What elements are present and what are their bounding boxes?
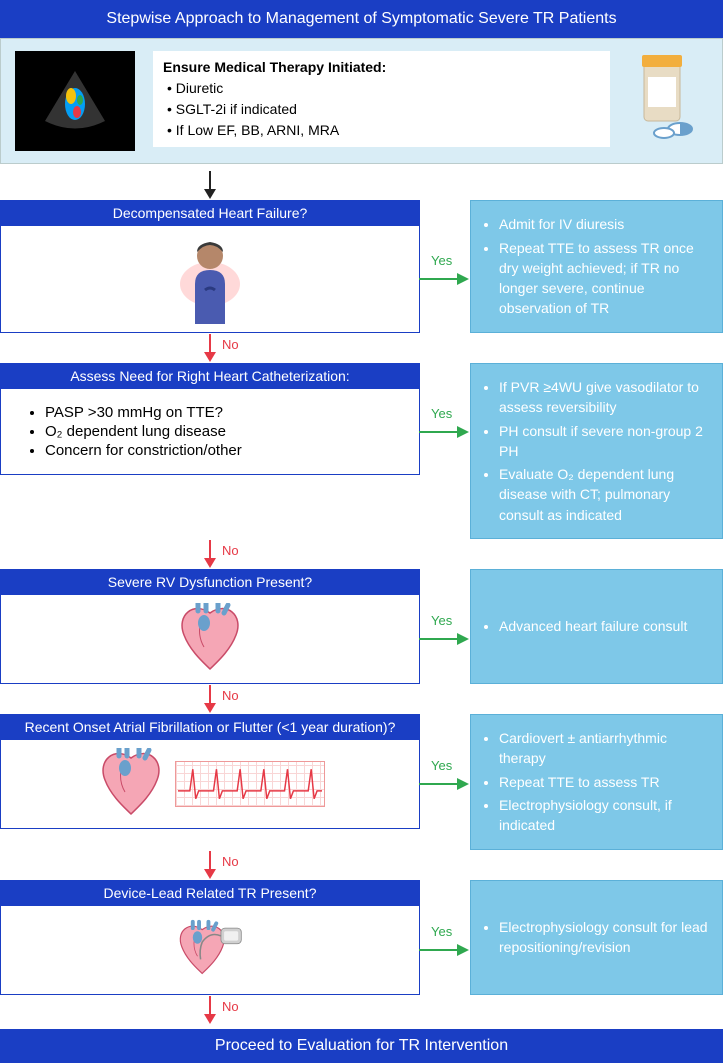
- decision-item: PASP >30 mmHg on TTE?: [45, 404, 242, 421]
- no-label: No: [222, 543, 239, 558]
- heart-icon: [174, 603, 246, 675]
- no-label: No: [222, 999, 239, 1014]
- arrow-down-icon: No: [0, 995, 420, 1025]
- footer-bar: Proceed to Evaluation for TR Interventio…: [0, 1029, 723, 1063]
- page-title: Stepwise Approach to Management of Sympt…: [0, 0, 723, 38]
- arrow-right-icon: Yes: [419, 424, 469, 440]
- arrow-down-icon: [0, 170, 420, 200]
- decision-item: O₂ dependent lung disease: [45, 423, 242, 440]
- result-item: PH consult if severe non-group 2 PH: [499, 421, 710, 462]
- ecg-icon: [175, 761, 325, 807]
- arrow-down-icon: No: [0, 850, 420, 880]
- decision-body: Yes: [0, 906, 420, 995]
- arrow-right-icon: Yes: [419, 942, 469, 958]
- pill-bottle-icon: [628, 51, 708, 141]
- result-item: If PVR ≥4WU give vasodilator to assess r…: [499, 377, 710, 418]
- arrow-down-icon: No: [0, 684, 420, 714]
- yes-label: Yes: [431, 758, 452, 773]
- heart-device-icon: [174, 914, 246, 986]
- decision-head: Assess Need for Right Heart Catheterizat…: [0, 363, 420, 389]
- arrow-right-icon: Yes: [419, 271, 469, 287]
- decision-body: Yes: [0, 595, 420, 684]
- no-label: No: [222, 337, 239, 352]
- intro-item: • Diuretic: [167, 78, 600, 99]
- intro-item: • If Low EF, BB, ARNI, MRA: [167, 120, 600, 141]
- decision-head: Decompensated Heart Failure?: [0, 200, 420, 226]
- result-box: Admit for IV diuresis Repeat TTE to asses…: [470, 200, 723, 333]
- result-box: Electrophysiology consult for lead repos…: [470, 880, 723, 995]
- result-item: Electrophysiology consult, if indicated: [499, 795, 710, 836]
- arrow-right-icon: Yes: [419, 776, 469, 792]
- result-box: Advanced heart failure consult: [470, 569, 723, 684]
- arrow-down-icon: No: [0, 539, 420, 569]
- decision-item: Concern for constriction/other: [45, 442, 242, 459]
- intro-panel: Ensure Medical Therapy Initiated: • Diur…: [0, 38, 723, 164]
- yes-label: Yes: [431, 613, 452, 628]
- decision-head: Device-Lead Related TR Present?: [0, 880, 420, 906]
- patient-icon: [175, 234, 245, 324]
- result-item: Repeat TTE to assess TR once dry weight …: [499, 238, 710, 319]
- intro-heading: Ensure Medical Therapy Initiated:: [163, 57, 600, 78]
- intro-text: Ensure Medical Therapy Initiated: • Diur…: [153, 51, 610, 147]
- decision-body: Yes: [0, 740, 420, 829]
- result-item: Admit for IV diuresis: [499, 214, 710, 234]
- result-item: Evaluate O₂ dependent lung disease with …: [499, 464, 710, 525]
- result-box: Cardiovert ± antiarrhythmic therapy Repea…: [470, 714, 723, 849]
- yes-label: Yes: [431, 924, 452, 939]
- decision-body: PASP >30 mmHg on TTE? O₂ dependent lung d…: [0, 389, 420, 475]
- result-item: Advanced heart failure consult: [499, 616, 687, 636]
- intro-item: • SGLT-2i if indicated: [167, 99, 600, 120]
- result-item: Electrophysiology consult for lead repos…: [499, 917, 710, 958]
- decision-head: Severe RV Dysfunction Present?: [0, 569, 420, 595]
- arrow-down-icon: No: [0, 333, 420, 363]
- echo-icon: [15, 51, 135, 151]
- heart-icon: [95, 748, 167, 820]
- no-label: No: [222, 854, 239, 869]
- result-item: Repeat TTE to assess TR: [499, 772, 710, 792]
- no-label: No: [222, 688, 239, 703]
- result-item: Cardiovert ± antiarrhythmic therapy: [499, 728, 710, 769]
- result-box: If PVR ≥4WU give vasodilator to assess r…: [470, 363, 723, 539]
- decision-head: Recent Onset Atrial Fibrillation or Flut…: [0, 714, 420, 740]
- decision-body: Yes: [0, 226, 420, 333]
- arrow-right-icon: Yes: [419, 631, 469, 647]
- yes-label: Yes: [431, 406, 452, 421]
- yes-label: Yes: [431, 253, 452, 268]
